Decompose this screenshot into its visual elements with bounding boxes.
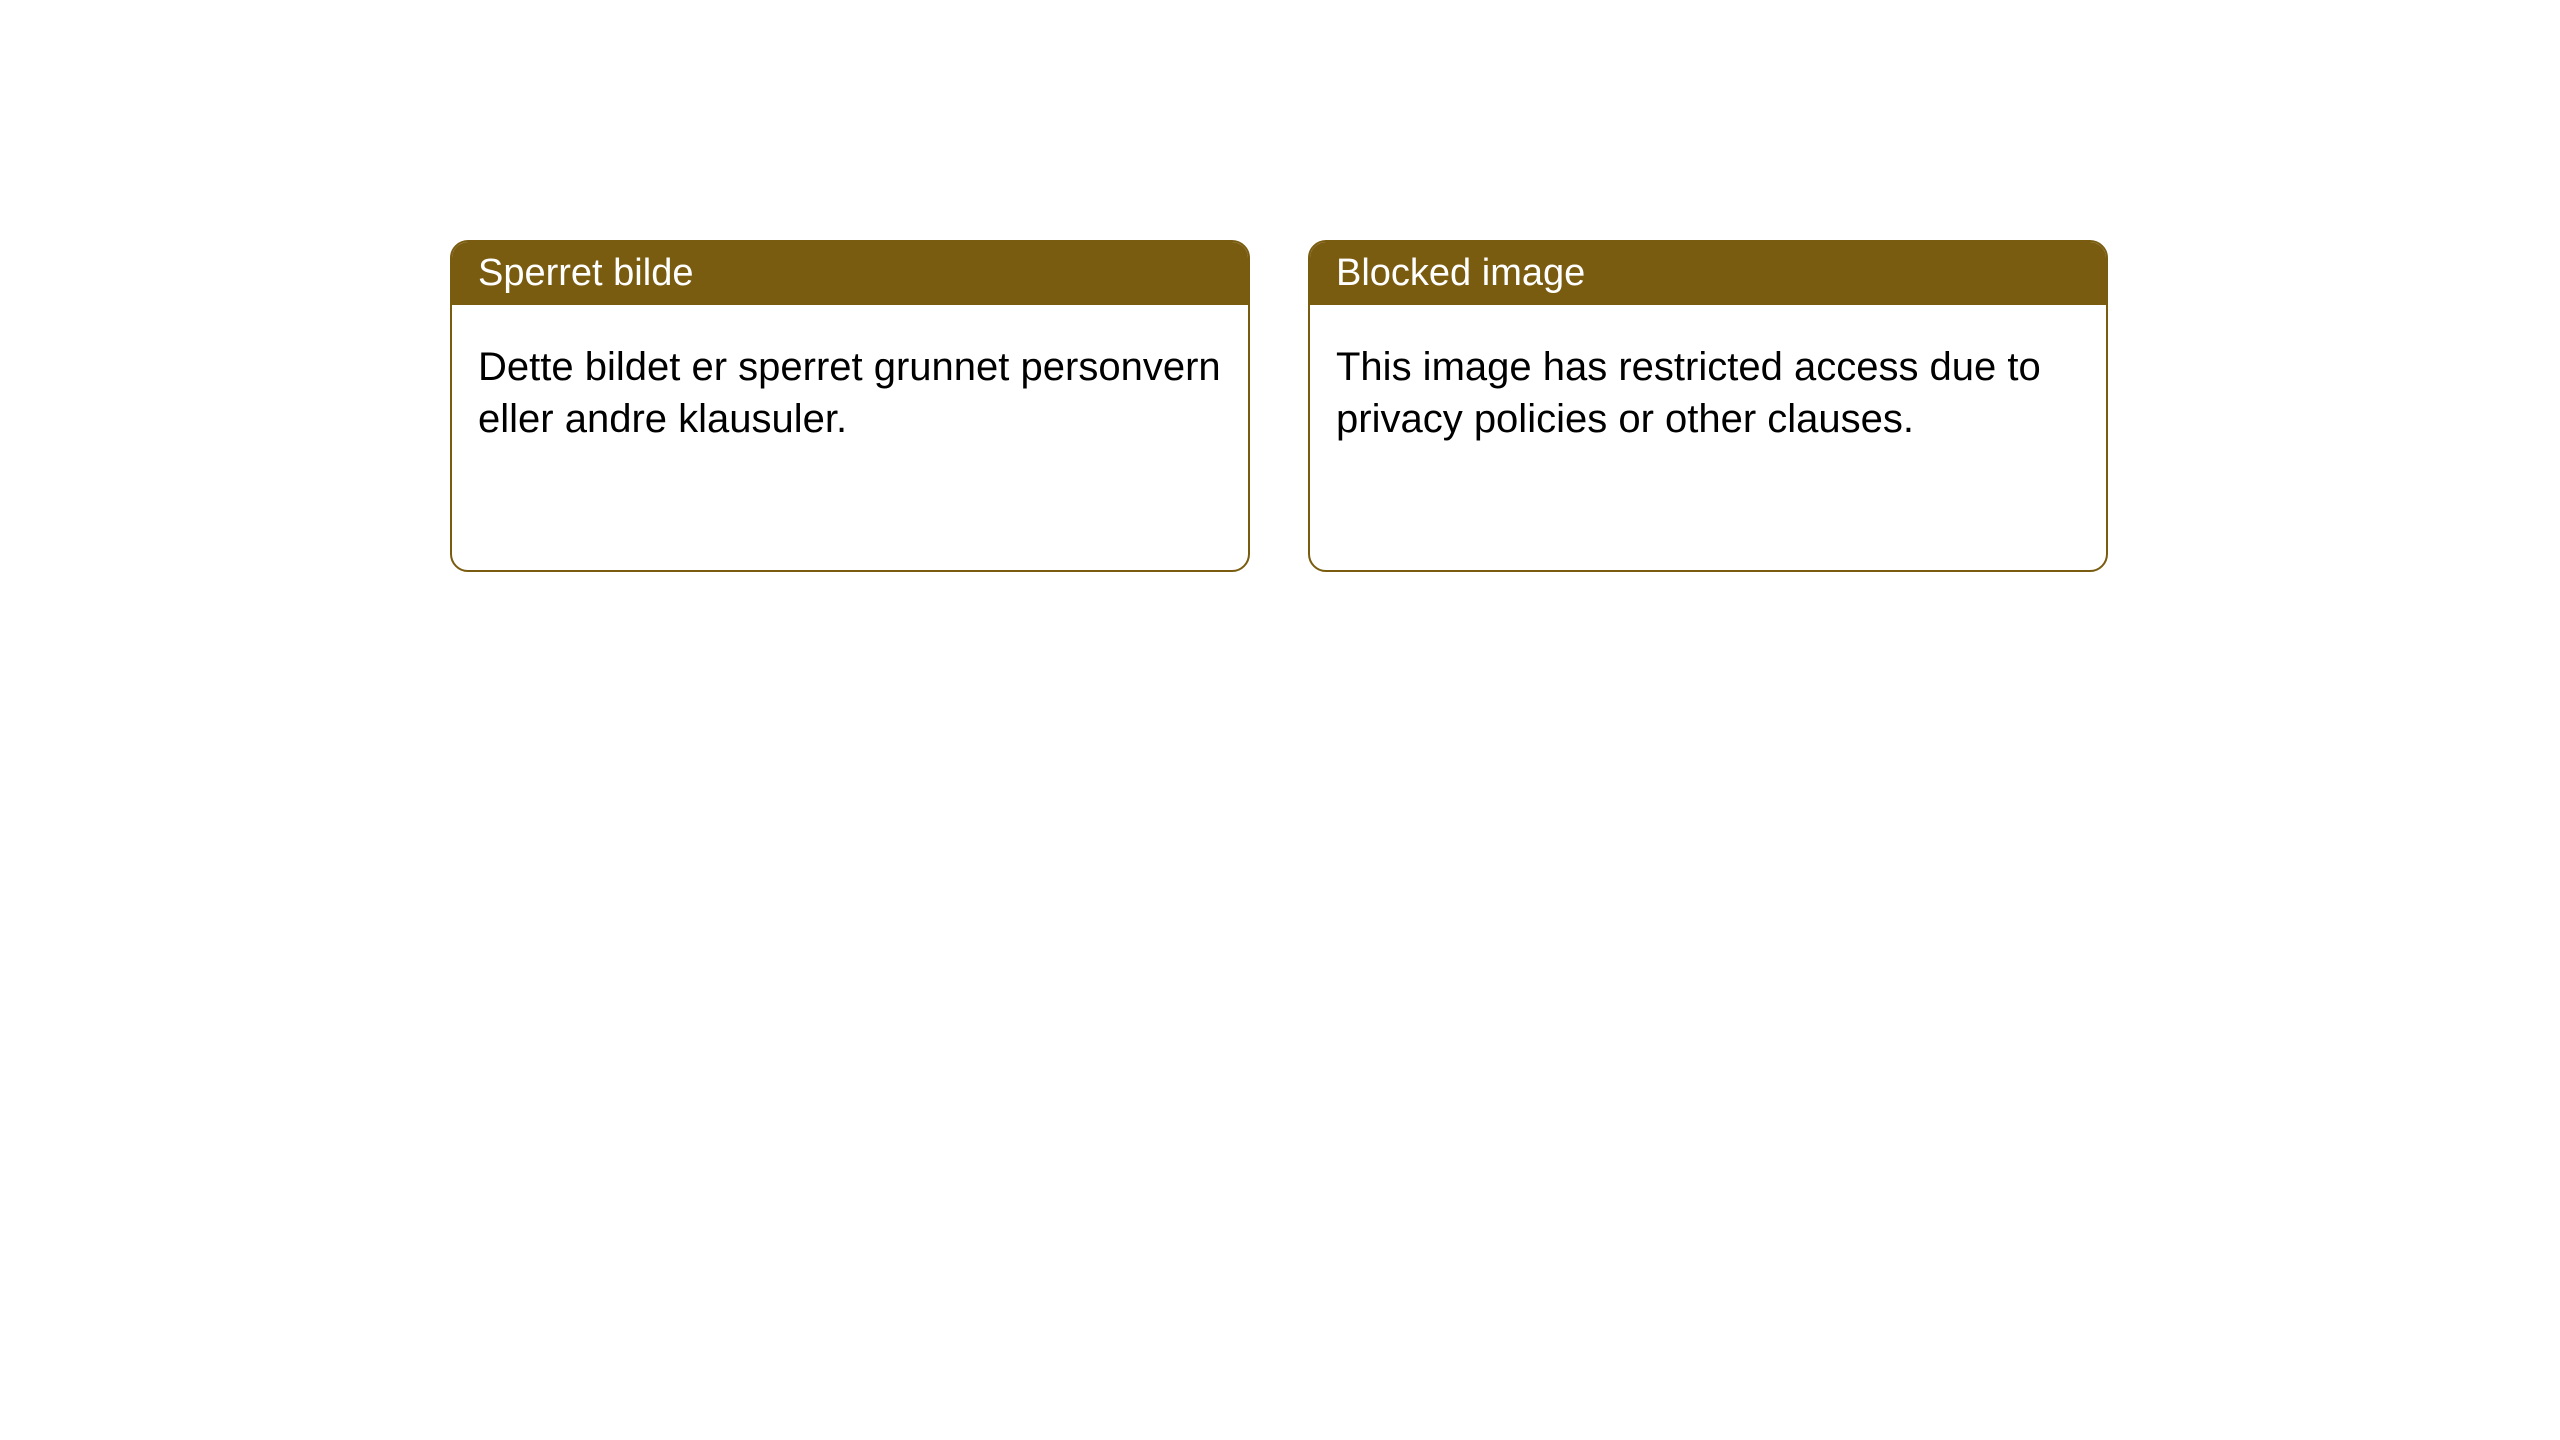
- notice-body-text: This image has restricted access due to …: [1336, 345, 2041, 441]
- notice-body-text: Dette bildet er sperret grunnet personve…: [478, 345, 1221, 441]
- notice-container: Sperret bilde Dette bildet er sperret gr…: [0, 0, 2560, 572]
- notice-box-norwegian: Sperret bilde Dette bildet er sperret gr…: [450, 240, 1250, 572]
- notice-header: Sperret bilde: [452, 242, 1248, 305]
- notice-title: Blocked image: [1336, 252, 1585, 294]
- notice-box-english: Blocked image This image has restricted …: [1308, 240, 2108, 572]
- notice-header: Blocked image: [1310, 242, 2106, 305]
- notice-title: Sperret bilde: [478, 252, 693, 294]
- notice-body: This image has restricted access due to …: [1310, 305, 2106, 481]
- notice-body: Dette bildet er sperret grunnet personve…: [452, 305, 1248, 481]
